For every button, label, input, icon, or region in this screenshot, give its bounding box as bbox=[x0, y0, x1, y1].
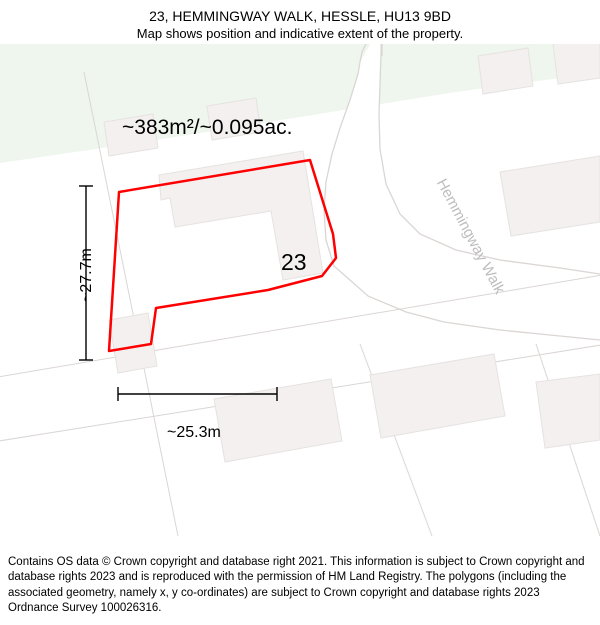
map-figure: 23, HEMMINGWAY WALK, HESSLE, HU13 9BD Ma… bbox=[0, 0, 600, 625]
area-label: ~383m²/~0.095ac. bbox=[122, 116, 292, 140]
figure-title: 23, HEMMINGWAY WALK, HESSLE, HU13 9BD bbox=[0, 8, 600, 24]
horizontal-dimension-label: ~25.3m bbox=[167, 424, 221, 442]
copyright-footer: Contains OS data © Crown copyright and d… bbox=[8, 555, 592, 617]
parcel-number: 23 bbox=[281, 249, 307, 276]
map-area: ~383m²/~0.095ac. 23 ~27.7m ~25.3m Hemmin… bbox=[0, 44, 600, 536]
vertical-dimension-label: ~27.7m bbox=[78, 248, 96, 302]
figure-subtitle: Map shows position and indicative extent… bbox=[0, 26, 600, 41]
header: 23, HEMMINGWAY WALK, HESSLE, HU13 9BD Ma… bbox=[0, 0, 600, 41]
